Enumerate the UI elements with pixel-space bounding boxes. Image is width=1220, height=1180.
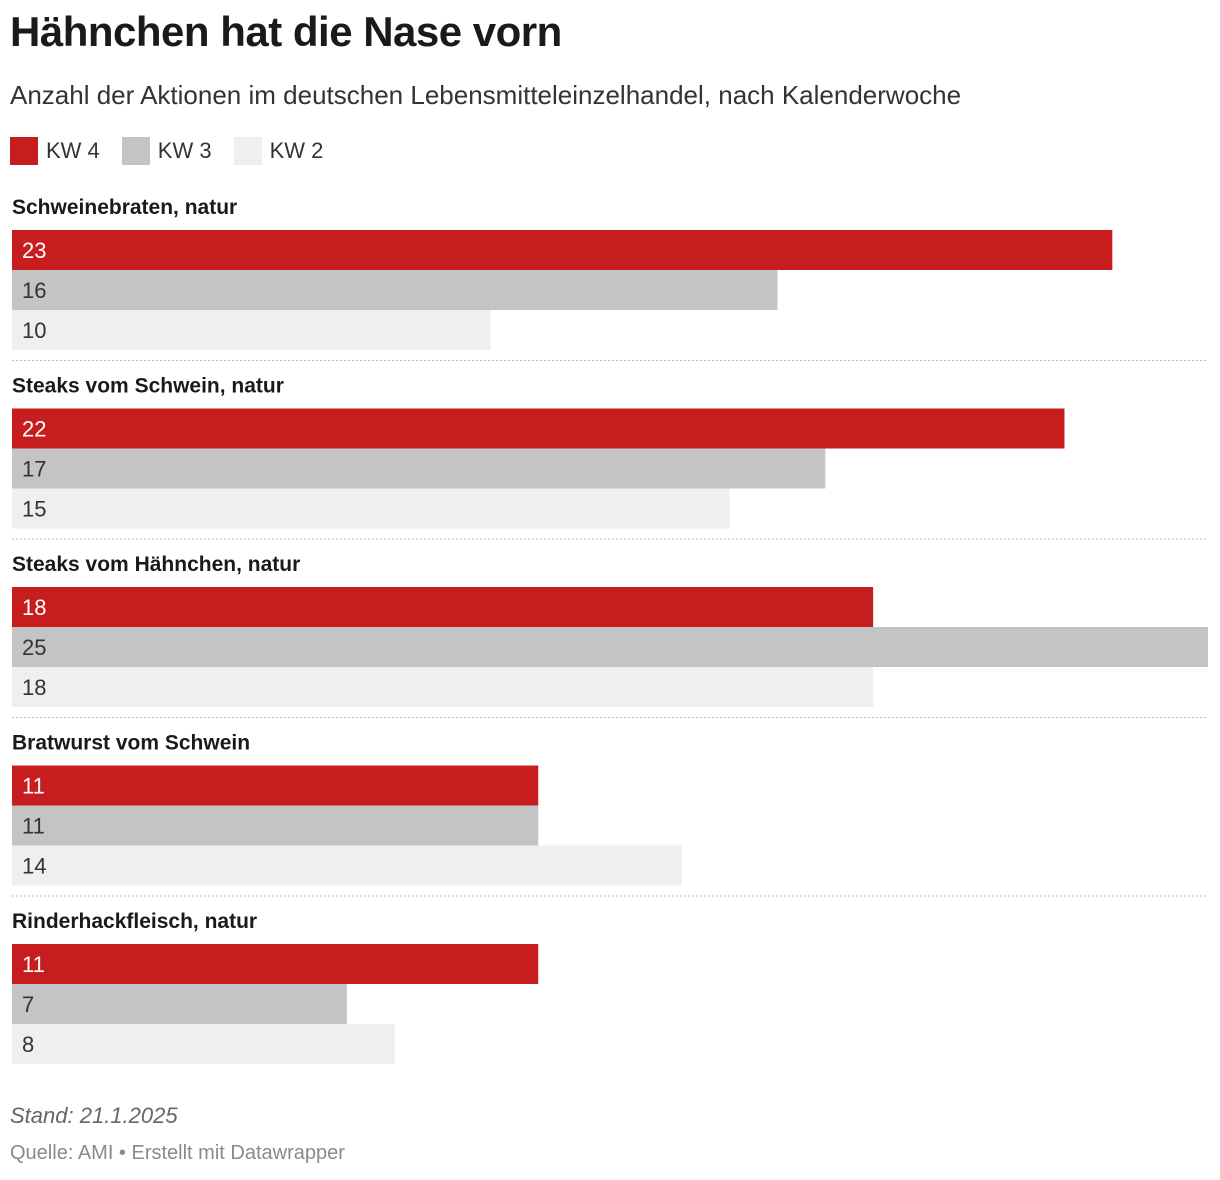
value-label-schweinebraten-natur-kw-3: 16 <box>22 278 46 303</box>
legend-swatch-kw2 <box>233 137 262 165</box>
bar-schweinebraten-natur-kw-4 <box>12 230 1113 270</box>
value-label-rinderhackfleisch-natur-kw-4: 11 <box>22 952 45 977</box>
category-label-rinderhackfleisch-natur: Rinderhackfleisch, natur <box>12 910 257 933</box>
stand-note: Stand: 21.1.2025 <box>10 1103 178 1128</box>
value-label-steaks-vom-h-hnchen-natur-kw-2: 18 <box>22 675 46 700</box>
legend-label-kw3: KW 3 <box>157 138 212 163</box>
bar-bratwurst-vom-schwein-kw-4 <box>12 765 539 806</box>
bar-steaks-vom-schwein-natur-kw-4 <box>12 408 1065 449</box>
bar-bratwurst-vom-schwein-kw-2 <box>12 845 682 886</box>
value-label-steaks-vom-h-hnchen-natur-kw-4: 18 <box>22 595 46 620</box>
bar-bratwurst-vom-schwein-kw-3 <box>12 805 539 846</box>
value-label-bratwurst-vom-schwein-kw-4: 11 <box>22 774 45 799</box>
value-label-steaks-vom-schwein-natur-kw-3: 17 <box>22 457 46 482</box>
category-label-steaks-vom-h-hnchen-natur: Steaks vom Hähnchen, natur <box>12 553 300 576</box>
legend-item-kw3: KW 3 <box>121 137 212 165</box>
value-label-bratwurst-vom-schwein-kw-3: 11 <box>22 814 45 839</box>
bar-steaks-vom-schwein-natur-kw-2 <box>12 488 730 529</box>
chart-subtitle: Anzahl der Aktionen im deutschen Lebensm… <box>10 80 962 110</box>
legend-item-kw2: KW 2 <box>233 137 324 165</box>
value-label-steaks-vom-schwein-natur-kw-2: 15 <box>22 497 46 522</box>
source-note: Quelle: AMI • Erstellt mit Datawrapper <box>10 1142 345 1164</box>
chart-title: Hähnchen hat die Nase vorn <box>10 8 562 55</box>
value-label-rinderhackfleisch-natur-kw-2: 8 <box>22 1032 34 1057</box>
bar-rinderhackfleisch-natur-kw-3 <box>12 984 347 1024</box>
value-label-steaks-vom-h-hnchen-natur-kw-3: 25 <box>22 635 46 660</box>
category-label-steaks-vom-schwein-natur: Steaks vom Schwein, natur <box>12 375 284 398</box>
legend: KW 4 KW 3 KW 2 <box>10 136 345 166</box>
legend-label-kw2: KW 2 <box>269 138 324 163</box>
value-label-steaks-vom-schwein-natur-kw-4: 22 <box>22 417 46 442</box>
bar-steaks-vom-h-hnchen-natur-kw-2 <box>12 667 874 707</box>
bar-steaks-vom-h-hnchen-natur-kw-3 <box>12 627 1208 667</box>
legend-swatch-kw4 <box>10 137 38 165</box>
legend-item-kw4: KW 4 <box>10 137 100 165</box>
value-label-bratwurst-vom-schwein-kw-2: 14 <box>22 854 46 879</box>
value-label-rinderhackfleisch-natur-kw-3: 7 <box>22 992 34 1017</box>
bar-steaks-vom-h-hnchen-natur-kw-4 <box>12 587 874 627</box>
category-label-bratwurst-vom-schwein: Bratwurst vom Schwein <box>12 732 250 755</box>
legend-swatch-kw3 <box>121 137 150 165</box>
category-label-schweinebraten-natur: Schweinebraten, natur <box>12 196 237 219</box>
bar-schweinebraten-natur-kw-2 <box>12 310 491 350</box>
bar-rinderhackfleisch-natur-kw-2 <box>12 1024 395 1064</box>
value-label-schweinebraten-natur-kw-2: 10 <box>22 318 46 343</box>
value-label-schweinebraten-natur-kw-4: 23 <box>22 238 46 263</box>
bar-rinderhackfleisch-natur-kw-4 <box>12 944 539 984</box>
bar-steaks-vom-schwein-natur-kw-3 <box>12 448 826 489</box>
bar-schweinebraten-natur-kw-3 <box>12 270 778 310</box>
legend-label-kw4: KW 4 <box>46 138 100 163</box>
